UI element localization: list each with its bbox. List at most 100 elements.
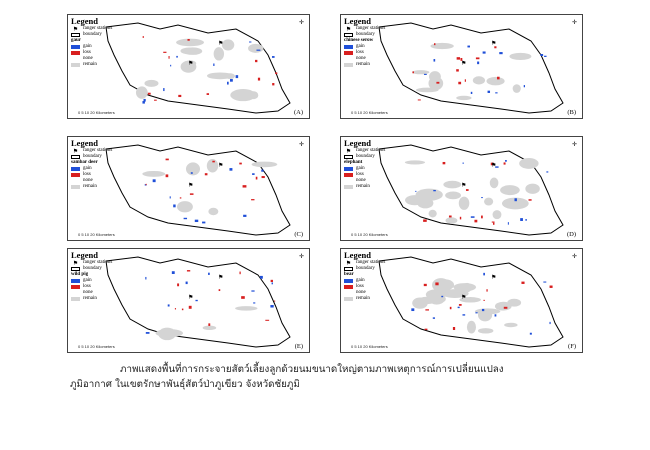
caption-line-2: ภูมิอากาศ ในเขตรักษาพันธุ์สัตว์ป่าภูเขีย… — [70, 379, 300, 390]
map-legend: Legend ⚑ ranger stations boundary gaur gain lo… — [71, 17, 163, 68]
gain-patch — [525, 219, 527, 221]
legend-item: gain — [71, 278, 163, 284]
remain-area — [430, 42, 454, 50]
gain-patch — [163, 88, 165, 92]
loss-patch — [208, 323, 211, 326]
loss-patch — [549, 285, 553, 288]
loss-patch — [474, 219, 478, 223]
loss-patch — [442, 161, 446, 165]
boundary-swatch — [71, 267, 80, 271]
gain-patch — [462, 162, 464, 164]
loss-patch — [177, 283, 180, 287]
gain-patch — [507, 222, 509, 225]
ranger-station-icon: ⚑ — [188, 294, 193, 301]
loss-patch — [456, 69, 459, 72]
loss-patch — [188, 305, 192, 309]
loss-patch — [174, 308, 177, 310]
remain-area — [135, 86, 148, 99]
remain-area — [519, 158, 539, 169]
loss-patch — [497, 76, 500, 80]
remain-area — [415, 188, 443, 201]
loss-patch — [436, 81, 440, 84]
loss-patch — [181, 308, 184, 311]
gain-swatch — [71, 167, 80, 171]
gain-patch — [270, 305, 274, 308]
map-panel-b: ⚑ ⚑ Legend ⚑ ranger stations boundary chinese … — [340, 14, 583, 119]
remain-area — [472, 76, 486, 85]
sanctuary-boundary — [105, 256, 291, 348]
scale-bar: 0 5 10 20 Kilometers — [78, 344, 115, 349]
boundary-swatch — [71, 155, 80, 159]
gain-swatch — [344, 45, 353, 49]
remain-area — [235, 306, 258, 311]
gain-patch — [544, 55, 547, 57]
loss-patch — [434, 43, 436, 46]
map-panel-a: ⚑ ⚑ Legend ⚑ ranger stations boundary gaur gain… — [67, 14, 310, 119]
legend-item: ⚑ ranger stations — [72, 148, 113, 155]
gain-patch — [483, 272, 485, 276]
gain-patch — [433, 189, 436, 192]
remain-area — [486, 76, 505, 86]
remain-area — [484, 197, 494, 206]
north-arrow-icon: ✛ — [571, 254, 577, 260]
loss-patch — [239, 162, 242, 165]
loss-patch — [458, 81, 462, 85]
remain-area — [441, 289, 469, 298]
panel-label: (F) — [568, 343, 576, 350]
distribution-map: ⚑⚑ — [105, 22, 291, 114]
loss-patch — [189, 193, 194, 195]
gain-patch — [432, 317, 436, 319]
legend-species: elephant — [344, 160, 363, 165]
remain-area — [176, 38, 205, 47]
gain-patch — [144, 184, 147, 186]
remain-area — [501, 197, 529, 210]
legend-species: chinese serow — [344, 38, 374, 43]
remain-swatch — [71, 297, 80, 301]
loss-patch — [275, 72, 278, 75]
remain-swatch — [344, 63, 353, 67]
remain-area — [183, 47, 203, 55]
loss-patch — [187, 39, 190, 41]
gain-patch — [271, 56, 275, 58]
remain-area — [445, 191, 462, 200]
loss-patch — [241, 296, 245, 299]
remain-area — [459, 297, 481, 303]
caption-line-1: ภาพแสดงพื้นที่การกระจายสัตว์เลี้ยงลูกด้ว… — [120, 364, 504, 375]
remain-area — [412, 70, 430, 75]
loss-patch — [503, 306, 508, 309]
gain-patch — [167, 304, 170, 307]
legend-species: gaur — [71, 38, 81, 43]
loss-swatch — [344, 51, 353, 55]
loss-patch — [449, 306, 452, 310]
legend-item: gain — [344, 166, 436, 172]
legend-item: none — [344, 290, 436, 296]
loss-patch — [417, 99, 421, 101]
distribution-map: ⚑⚑ — [378, 144, 564, 236]
gain-patch — [261, 169, 264, 172]
gain-patch — [523, 85, 525, 88]
gain-patch — [195, 299, 198, 302]
remain-area — [429, 296, 444, 305]
sanctuary-boundary — [105, 144, 291, 236]
loss-patch — [423, 219, 427, 222]
loss-patch — [154, 99, 157, 101]
ranger-station-icon: ⚑ — [491, 274, 496, 281]
loss-patch — [424, 328, 428, 331]
loss-patch — [270, 279, 273, 283]
gain-patch — [470, 91, 473, 94]
loss-patch — [178, 94, 182, 98]
panel-label: (A) — [293, 109, 303, 116]
remain-swatch — [71, 185, 80, 189]
remain-swatch — [71, 63, 80, 67]
remain-area — [428, 76, 444, 91]
gain-patch — [415, 190, 417, 192]
legend-item: boundary — [71, 154, 163, 160]
legend-title: Legend — [344, 16, 371, 26]
gain-patch — [462, 314, 466, 316]
remain-area — [213, 47, 225, 61]
ranger-station-icon: ⚑ — [345, 149, 352, 155]
gain-patch — [514, 198, 517, 202]
remain-area — [504, 322, 518, 328]
loss-patch — [255, 59, 258, 63]
loss-patch — [212, 160, 215, 163]
